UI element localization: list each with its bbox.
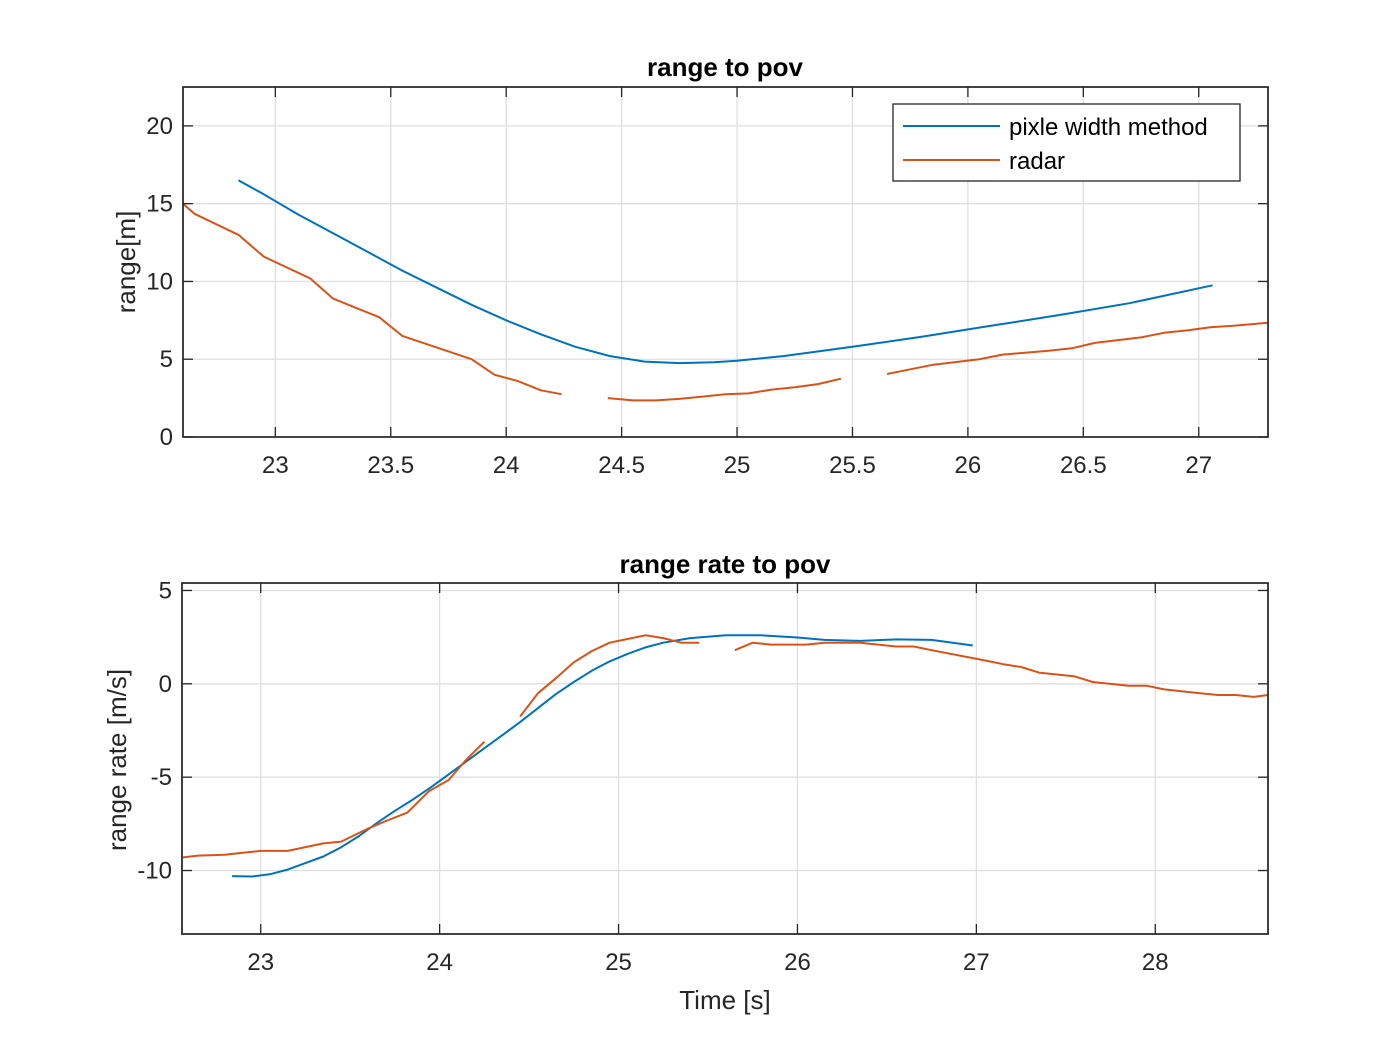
y-tick-label: -5	[151, 764, 172, 791]
legend-label-radar: radar	[1009, 148, 1065, 175]
range-chart-y-axis-label: range[m]	[111, 211, 141, 314]
range-chart-legend: pixle width method radar	[892, 103, 1241, 182]
x-tick-label: 28	[1142, 949, 1169, 976]
x-tick-label: 23.5	[367, 452, 414, 479]
series-line-radar	[886, 321, 1269, 375]
y-tick-label: 0	[160, 424, 173, 451]
series-line-radar	[181, 740, 486, 859]
series-line-radar	[519, 634, 700, 718]
range-chart: 23 23.5 24 24.5 25 25.5 26 26.5 27 0 5 10 15 20 rang…	[111, 52, 1269, 479]
y-tick-label: -10	[137, 858, 172, 885]
y-tick-label: 0	[159, 671, 172, 698]
legend-box	[892, 103, 1241, 182]
y-tick-label: 5	[159, 577, 172, 604]
range-rate-chart-axes	[181, 582, 1269, 935]
series-line-pixle-width-method	[237, 179, 1213, 365]
x-tick-label: 25.5	[829, 452, 876, 479]
x-tick-label: 26	[955, 452, 982, 479]
x-tick-label: 25	[605, 949, 632, 976]
series-line-radar	[182, 202, 562, 396]
x-tick-label: 27	[963, 949, 990, 976]
series-line-pixle-width-method	[232, 634, 973, 878]
y-tick-label: 5	[160, 346, 173, 373]
range-rate-chart-x-axis-label: Time [s]	[679, 985, 770, 1015]
x-tick-label: 23	[247, 949, 274, 976]
series-line-radar	[607, 377, 842, 402]
range-rate-chart-y-axis-label: range rate [m/s]	[102, 669, 132, 851]
range-rate-chart: 23 24 25 26 27 28 -10 -5 0 5 range rate to pov r…	[102, 549, 1269, 1015]
y-tick-label: 10	[146, 268, 173, 295]
range-chart-frame	[182, 86, 1269, 438]
x-tick-label: 26.5	[1060, 452, 1107, 479]
legend-label-pixle-width-method: pixle width method	[1009, 114, 1208, 141]
y-tick-label: 15	[146, 191, 173, 218]
x-tick-label: 26	[784, 949, 811, 976]
x-tick-label: 25	[724, 452, 751, 479]
x-tick-label: 24	[426, 949, 453, 976]
range-rate-chart-frame	[181, 582, 1269, 935]
range-chart-title: range to pov	[647, 52, 804, 82]
x-tick-label: 24	[493, 452, 520, 479]
y-tick-label: 20	[146, 113, 173, 140]
x-tick-label: 24.5	[598, 452, 645, 479]
x-tick-label: 27	[1185, 452, 1212, 479]
series-line-radar	[734, 641, 1269, 698]
x-tick-label: 23	[262, 452, 289, 479]
range-rate-chart-title: range rate to pov	[620, 549, 831, 579]
